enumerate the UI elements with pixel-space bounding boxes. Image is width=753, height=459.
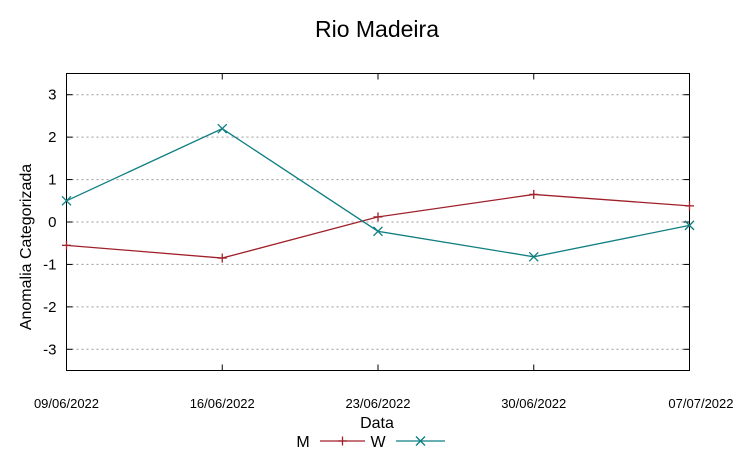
series-layer (61, 123, 695, 263)
x-tick-label: 30/06/2022 (501, 396, 566, 411)
y-tick-label: -2 (43, 299, 56, 316)
grid-lines (66, 94, 690, 350)
y-tick-label: 1 (48, 172, 56, 189)
y-axis-label: Anomalia Categorizada (18, 164, 35, 330)
y-tick-label: -1 (43, 256, 56, 273)
y-tick-label: 2 (48, 129, 56, 146)
x-axis-label: Data (360, 415, 394, 432)
legend-label: M (296, 434, 309, 451)
x-tick-label: 23/06/2022 (345, 396, 410, 411)
data-point-w (373, 226, 383, 237)
data-point-w (217, 123, 228, 134)
x-tick-label: 07/07/2022 (668, 396, 733, 411)
legend-entry-w: W (370, 434, 445, 451)
series-line-w (66, 127, 690, 258)
legend-entry-m: M (296, 434, 365, 451)
data-point-m (373, 212, 383, 222)
data-point-m (62, 240, 71, 250)
y-axis-ticks: 3 2 1 0 -1 -2 -3 (43, 87, 690, 358)
series-line-m (66, 193, 690, 259)
y-tick-label: 3 (48, 87, 56, 104)
data-point-m (529, 189, 539, 199)
data-point-w (528, 251, 539, 262)
x-tick-label: 16/06/2022 (190, 396, 255, 411)
legend-label: W (370, 434, 386, 451)
data-point-m (217, 253, 227, 263)
chart-title: Rio Madeira (315, 16, 439, 42)
legend-swatch-marker (415, 436, 426, 446)
data-point-m (685, 201, 694, 211)
y-tick-label: -3 (43, 341, 56, 358)
y-tick-label: 0 (48, 214, 56, 231)
data-point-w (61, 195, 72, 206)
data-point-w (684, 220, 695, 231)
x-tick-label: 09/06/2022 (34, 396, 99, 411)
legend-swatch-marker (338, 436, 347, 446)
x-axis-ticks: 09/06/2022 16/06/2022 23/06/2022 30/06/2022… (34, 73, 734, 411)
